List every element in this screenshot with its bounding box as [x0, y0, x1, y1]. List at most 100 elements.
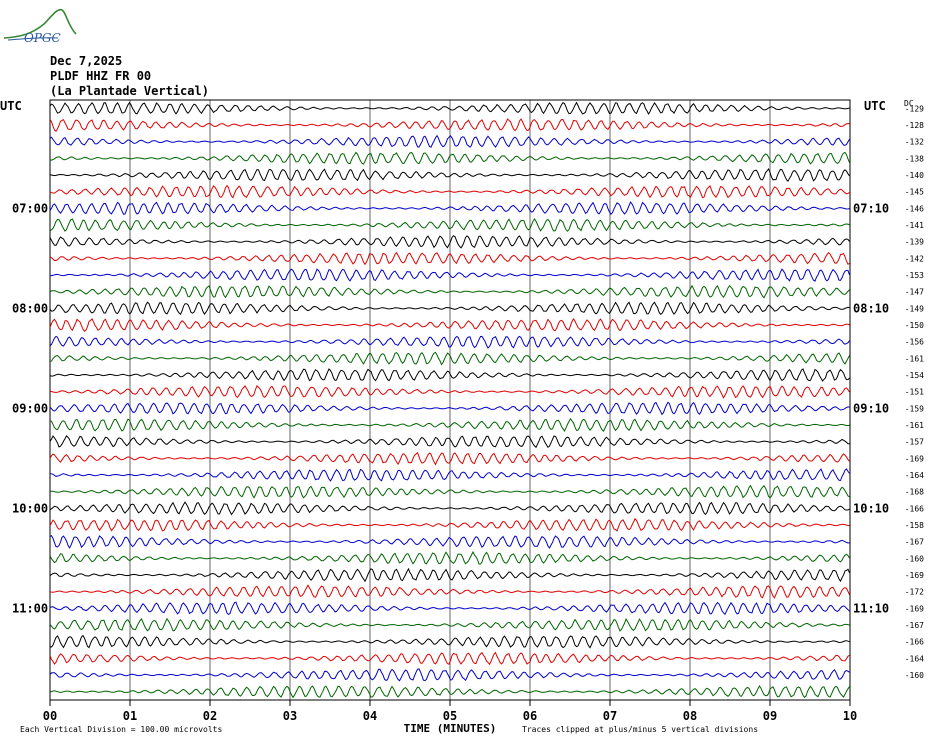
left-hour-label: 08:00: [12, 301, 48, 315]
opgc-logo: OPGC: [2, 4, 82, 48]
dc-offset-label: -140: [905, 171, 924, 180]
dc-offset-label: -139: [905, 238, 924, 247]
seismic-trace: [49, 601, 850, 616]
dc-offset-label: -138: [905, 154, 924, 163]
dc-offset-label: -142: [905, 254, 924, 263]
left-hour-label: 10:00: [12, 501, 48, 515]
seismic-trace: [49, 417, 850, 433]
right-hour-label: 08:10: [853, 301, 889, 315]
dc-offset-label: -141: [905, 221, 924, 230]
right-hour-label: 09:10: [853, 401, 889, 415]
dc-offset-label: -160: [905, 554, 924, 563]
seismic-trace: [49, 134, 850, 148]
scale-note: Each Vertical Division = 100.00 microvol…: [20, 725, 223, 734]
seismic-trace: [49, 451, 850, 466]
seismic-trace: [49, 101, 850, 116]
x-tick-label: 04: [363, 709, 377, 723]
x-tick-label: 07: [603, 709, 617, 723]
x-tick-label: 03: [283, 709, 297, 723]
seismic-trace: [49, 351, 850, 366]
dc-offset-label: -158: [905, 521, 924, 530]
left-axis-title: UTC: [0, 99, 22, 113]
seismic-trace: [49, 501, 850, 516]
dc-offset-label: -151: [905, 388, 924, 397]
seismic-trace: [49, 435, 850, 449]
seismic-trace: [50, 484, 850, 499]
dc-offset-label: -150: [905, 321, 924, 330]
seismic-trace: [49, 335, 850, 349]
seismic-trace: [49, 685, 850, 699]
x-tick-label: 09: [763, 709, 777, 723]
dc-offset-label: -157: [905, 438, 924, 447]
seismic-trace: [49, 217, 850, 232]
dc-offset-label: -167: [905, 538, 924, 547]
dc-offset-label: -166: [905, 638, 924, 647]
dc-offset-label: -166: [905, 504, 924, 513]
dc-offset-label: -169: [905, 571, 924, 580]
seismic-trace: [49, 567, 850, 583]
dc-offset-label: -128: [905, 121, 924, 130]
dc-offset-label: -153: [905, 271, 924, 280]
dc-offset-label: -154: [905, 371, 924, 380]
seismic-trace: [49, 317, 850, 332]
seismic-trace: [49, 118, 850, 132]
header-location: (La Plantade Vertical): [50, 84, 209, 98]
header-date: Dec 7,2025: [50, 54, 123, 68]
x-tick-label: 00: [43, 709, 57, 723]
seismic-trace: [49, 284, 850, 299]
seismic-trace: [49, 235, 850, 249]
seismic-trace: [49, 517, 850, 532]
x-tick-label: 02: [203, 709, 217, 723]
dc-offset-label: -164: [905, 471, 924, 480]
seismic-trace: [50, 268, 850, 282]
dc-offset-label: -156: [905, 338, 924, 347]
seismic-trace: [49, 301, 850, 316]
x-tick-label: 06: [523, 709, 537, 723]
seismic-trace: [49, 651, 850, 666]
left-hour-label: 09:00: [12, 401, 48, 415]
dc-offset-label: -167: [905, 621, 924, 630]
dc-offset-label: -147: [905, 288, 924, 297]
seismic-trace: [49, 584, 850, 599]
header-station: PLDF HHZ FR 00: [50, 69, 152, 83]
x-tick-label: 01: [123, 709, 137, 723]
dc-offset-label: -160: [905, 671, 924, 680]
dc-offset-label: -168: [905, 488, 924, 497]
right-axis-title: UTC: [864, 99, 886, 113]
seismic-trace: [49, 201, 850, 215]
seismic-trace: [49, 184, 850, 199]
seismic-trace: [49, 368, 850, 382]
dc-offset-label: -161: [905, 421, 924, 430]
seismic-trace: [49, 550, 850, 565]
dc-offset-label: -169: [905, 454, 924, 463]
dc-offset-label: -132: [905, 138, 924, 147]
right-hour-label: 10:10: [853, 501, 889, 515]
dc-offset-label: -169: [905, 604, 924, 613]
x-tick-label: 08: [683, 709, 697, 723]
dc-offset-label: -145: [905, 188, 924, 197]
seismic-trace: [49, 534, 850, 549]
seismic-trace: [49, 401, 850, 416]
x-tick-label: 05: [443, 709, 457, 723]
right-hour-label: 11:10: [853, 601, 889, 615]
seismic-trace: [49, 168, 850, 183]
left-hour-label: 07:00: [12, 201, 48, 215]
seismic-trace: [49, 634, 850, 649]
dc-offset-label: -129: [905, 104, 924, 113]
dc-offset-label: -172: [905, 588, 924, 597]
dc-offset-label: -149: [905, 304, 924, 313]
seismic-trace: [49, 668, 850, 682]
clip-note: Traces clipped at plus/minus 5 vertical …: [522, 725, 759, 734]
seismic-trace: [49, 384, 850, 399]
right-hour-label: 07:10: [853, 201, 889, 215]
dc-offset-label: -161: [905, 354, 924, 363]
seismic-trace: [49, 617, 850, 632]
seismic-trace: [49, 468, 850, 482]
dc-offset-label: -164: [905, 654, 924, 663]
seismic-trace: [49, 151, 850, 165]
seismic-trace: [49, 251, 850, 266]
dc-offset-label: -146: [905, 204, 924, 213]
dc-title: DC: [904, 99, 914, 108]
left-hour-label: 11:00: [12, 601, 48, 615]
